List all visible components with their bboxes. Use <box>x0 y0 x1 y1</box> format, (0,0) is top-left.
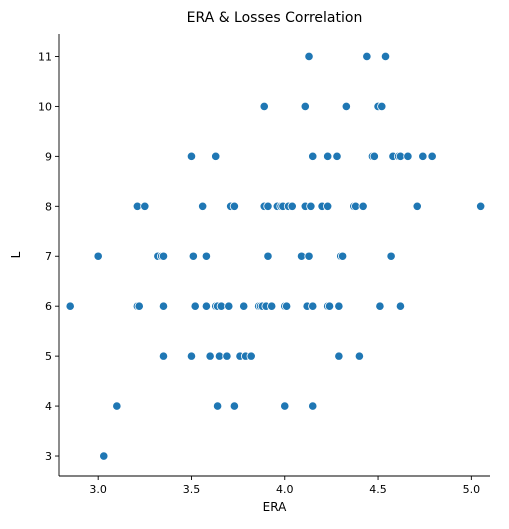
data-point <box>308 401 318 411</box>
data-point <box>412 201 422 211</box>
data-point <box>229 201 239 211</box>
data-point <box>369 151 379 161</box>
data-point <box>134 301 144 311</box>
data-point <box>93 251 103 261</box>
y-axis-ticks: 3 4 5 6 7 8 9 10 11 <box>38 50 59 463</box>
data-point <box>386 251 396 261</box>
y-tick-label: 5 <box>45 350 52 363</box>
data-point <box>186 151 197 161</box>
data-point <box>323 151 333 161</box>
data-point <box>112 401 122 411</box>
data-point <box>267 301 277 311</box>
data-point <box>186 351 197 361</box>
data-point <box>377 101 387 112</box>
data-point <box>380 51 391 62</box>
data-point <box>65 301 75 311</box>
data-point <box>201 301 211 311</box>
data-point <box>358 201 368 211</box>
data-point <box>324 301 335 311</box>
data-point <box>224 301 234 311</box>
x-tick-label: 3.5 <box>183 483 201 496</box>
y-tick-label: 9 <box>45 150 52 163</box>
chart-title: ERA & Losses Correlation <box>187 10 363 26</box>
data-point <box>280 401 290 411</box>
data-point <box>287 201 297 211</box>
data-point <box>229 401 239 411</box>
data-point <box>395 301 406 311</box>
x-tick-label: 4.5 <box>369 483 387 496</box>
y-tick-label: 10 <box>38 100 52 113</box>
data-point <box>188 251 198 261</box>
data-point <box>212 401 223 411</box>
data-point <box>259 101 269 112</box>
data-point <box>158 251 169 261</box>
data-point <box>362 51 372 62</box>
data-point <box>304 51 314 62</box>
data-point <box>338 251 348 261</box>
data-point <box>99 451 109 461</box>
data-point <box>375 301 385 311</box>
data-point <box>354 351 364 361</box>
data-point <box>239 301 249 311</box>
data-point <box>140 201 150 211</box>
data-point <box>282 301 292 311</box>
data-point <box>263 201 273 211</box>
y-tick-label: 8 <box>45 200 52 213</box>
y-tick-label: 4 <box>45 400 52 413</box>
data-point <box>308 151 318 161</box>
x-axis-ticks: 3.0 3.5 4.0 4.5 5.0 <box>89 476 480 496</box>
data-point <box>334 351 344 361</box>
data-point <box>403 151 413 161</box>
data-point <box>341 101 351 112</box>
data-point <box>246 351 256 361</box>
data-point <box>300 101 310 112</box>
data-point <box>304 251 314 261</box>
data-point <box>476 201 486 211</box>
x-axis-title: ERA <box>263 500 287 514</box>
data-point <box>205 351 215 361</box>
data-point <box>427 151 437 161</box>
x-tick-label: 4.0 <box>276 483 294 496</box>
data-point <box>263 251 273 261</box>
data-point <box>158 301 169 311</box>
data-point <box>332 151 342 161</box>
x-tick-label: 3.0 <box>89 483 107 496</box>
data-point <box>158 351 169 361</box>
data-point <box>418 151 428 161</box>
y-tick-label: 7 <box>45 250 52 263</box>
data-point <box>308 301 318 311</box>
y-tick-label: 11 <box>38 50 52 63</box>
data-point <box>201 251 211 261</box>
y-tick-label: 3 <box>45 450 52 463</box>
x-tick-label: 5.0 <box>463 483 481 496</box>
data-point <box>323 201 333 211</box>
data-point <box>306 201 316 211</box>
data-point <box>211 151 221 161</box>
points-layer <box>65 51 486 461</box>
data-point <box>190 301 200 311</box>
data-point <box>222 351 232 361</box>
y-tick-label: 6 <box>45 300 52 313</box>
y-axis-title: L <box>9 251 23 258</box>
data-point <box>334 301 344 311</box>
data-point <box>198 201 208 211</box>
